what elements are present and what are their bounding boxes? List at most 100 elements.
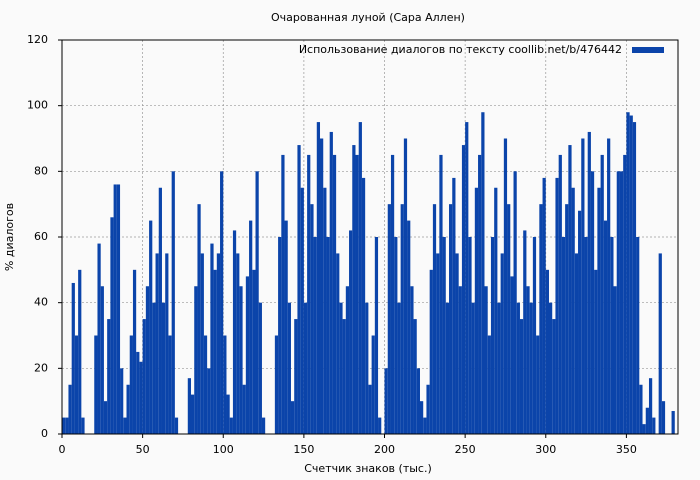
bar: [390, 154, 395, 434]
bar: [365, 302, 369, 434]
bar: [658, 253, 662, 434]
x-tick-label: 350: [616, 443, 637, 456]
bar: [552, 319, 556, 434]
bar: [210, 243, 214, 434]
bar: [471, 302, 475, 434]
bar: [303, 302, 308, 434]
bar: [626, 112, 630, 434]
bar: [197, 204, 201, 434]
bar: [584, 237, 588, 434]
bar: [458, 286, 462, 434]
bar: [245, 276, 250, 434]
x-axis-label: Счетчик знаков (тыс.): [304, 462, 432, 475]
bar: [542, 177, 546, 434]
bar: [326, 237, 330, 434]
bar: [455, 253, 459, 434]
bar: [145, 286, 150, 434]
bar: [152, 302, 156, 434]
bar: [565, 204, 569, 434]
bar: [426, 384, 430, 434]
bar: [320, 138, 324, 434]
bar: [497, 302, 501, 434]
y-tick-label: 0: [41, 427, 48, 440]
bar: [123, 417, 127, 434]
bar: [548, 302, 553, 434]
bar: [594, 269, 598, 434]
bar: [161, 302, 166, 434]
bar: [120, 368, 124, 434]
bar: [558, 154, 562, 434]
bar: [532, 237, 537, 434]
chart-title: Очарованная луной (Сара Аллен): [271, 11, 465, 24]
bar: [136, 351, 140, 434]
x-tick-label: 150: [293, 443, 314, 456]
bar: [352, 145, 356, 435]
bar: [490, 237, 495, 434]
bar: [500, 253, 504, 434]
bar: [452, 177, 456, 434]
bar: [281, 154, 285, 434]
x-tick-label: 100: [213, 443, 234, 456]
bar: [323, 187, 327, 434]
bar: [149, 220, 153, 434]
bar: [526, 286, 530, 434]
bar: [519, 319, 524, 434]
bar: [129, 335, 133, 434]
bar: [384, 368, 388, 434]
bar: [207, 368, 211, 434]
bar: [610, 237, 614, 434]
bar: [481, 112, 485, 434]
bar: [116, 184, 121, 434]
bar: [539, 204, 543, 434]
legend-label: Использование диалогов по тексту coollib…: [299, 43, 622, 56]
bar: [110, 217, 114, 434]
x-tick-label: 50: [136, 443, 150, 456]
y-tick-label: 20: [34, 361, 48, 374]
bar: [191, 394, 195, 434]
bar: [349, 230, 353, 434]
x-tick-label: 200: [374, 443, 395, 456]
bar: [252, 269, 256, 434]
bar: [249, 220, 253, 434]
bar: [561, 237, 566, 434]
bar: [574, 253, 579, 434]
bar: [287, 302, 291, 434]
bar: [445, 302, 450, 434]
bar: [126, 384, 130, 434]
bar: [345, 286, 350, 434]
bar: [297, 145, 301, 435]
bar: [571, 187, 575, 434]
bar: [484, 286, 488, 434]
bar: [407, 220, 411, 434]
bar: [368, 384, 372, 434]
bar: [255, 171, 259, 435]
bar: [403, 138, 408, 434]
bar: [416, 368, 420, 434]
bar: [239, 286, 243, 434]
bar: [619, 171, 624, 435]
bar: [168, 335, 172, 434]
bar: [607, 138, 611, 434]
bar: [439, 154, 443, 434]
bar: [307, 154, 311, 434]
bar: [507, 204, 511, 434]
bar: [600, 154, 604, 434]
bar: [261, 417, 266, 434]
bar: [62, 417, 66, 434]
bar: [510, 276, 514, 434]
bar: [226, 394, 230, 434]
bar: [65, 417, 69, 434]
bar: [342, 319, 346, 434]
bar: [71, 282, 75, 434]
bar: [107, 319, 111, 434]
bar: [487, 335, 491, 434]
y-tick-label: 100: [27, 99, 48, 112]
bar: [139, 361, 143, 434]
bar: [468, 237, 472, 434]
bar: [465, 122, 469, 434]
bar: [284, 220, 288, 434]
bar: [113, 184, 117, 434]
x-tick-label: 300: [535, 443, 556, 456]
bar: [581, 138, 585, 434]
